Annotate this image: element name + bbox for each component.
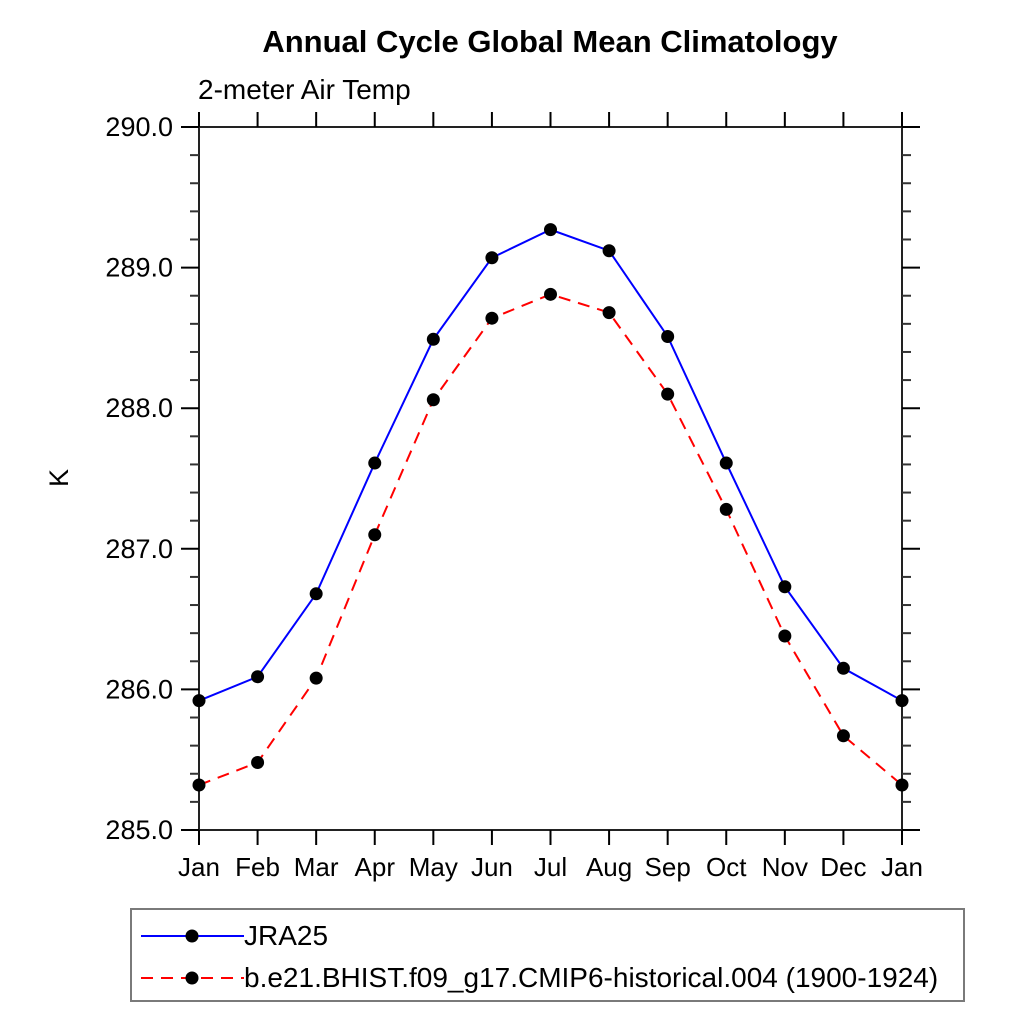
data-point (719, 502, 733, 516)
data-point (368, 528, 382, 542)
data-point (778, 580, 792, 594)
data-point (309, 587, 323, 601)
data-point (192, 694, 206, 708)
legend-line-sample-dashed (141, 971, 244, 985)
xtick-label: Sep (645, 852, 691, 882)
xtick-label: Dec (820, 852, 866, 882)
data-point (426, 393, 440, 407)
series-line-b.e21.BHIST.f09_g17.CMIP6-historical.004 (1900-1924) (198, 293, 903, 786)
xtick-label: Nov (762, 852, 808, 882)
chart-title: Annual Cycle Global Mean Climatology (262, 24, 838, 59)
axis-ticks (181, 112, 920, 845)
xtick-label: May (409, 852, 458, 882)
data-point (309, 671, 323, 685)
data-point (251, 756, 265, 770)
xtick-label: Aug (586, 852, 632, 882)
data-point (192, 778, 206, 792)
legend-line-sample-solid (141, 929, 244, 943)
data-point (426, 332, 440, 346)
data-series-markers (192, 223, 909, 792)
data-point (602, 306, 616, 320)
data-point (895, 694, 909, 708)
xtick-label: Oct (706, 852, 747, 882)
data-point (661, 329, 675, 343)
data-point (544, 287, 557, 301)
ytick-label: 290.0 (105, 112, 173, 142)
xtick-label: Jul (534, 852, 567, 882)
data-series-lines (198, 228, 903, 786)
data-point (836, 661, 850, 675)
xtick-label: Jan (881, 852, 923, 882)
data-point (368, 456, 382, 470)
xtick-label: Jun (471, 852, 513, 882)
data-point (895, 778, 909, 792)
xtick-label: Mar (294, 852, 339, 882)
data-point (485, 311, 499, 325)
xtick-label: Feb (235, 852, 280, 882)
legend-item-jra25: JRA25 (141, 915, 963, 957)
chart-subtitle: 2-meter Air Temp (198, 74, 411, 105)
ytick-label: 288.0 (105, 393, 173, 423)
data-point (602, 244, 616, 258)
ytick-label: 285.0 (105, 815, 173, 845)
data-point (544, 223, 557, 237)
data-point (719, 456, 733, 470)
data-point (836, 729, 850, 743)
legend-item-model-run: b.e21.BHIST.f09_g17.CMIP6-historical.004… (141, 957, 963, 999)
xtick-label: Jan (178, 852, 220, 882)
axis-tick-labels: 285.0 286.0 287.0 288.0 289.0 290.0 Jan Feb Mar A… (105, 112, 923, 882)
legend-label-jra25: JRA25 (244, 920, 329, 951)
legend-label-model-run: b.e21.BHIST.f09_g17.CMIP6-historical.004… (244, 962, 939, 993)
xtick-label: Apr (355, 852, 396, 882)
data-point (251, 670, 265, 684)
ytick-label: 286.0 (105, 674, 173, 704)
ytick-label: 287.0 (105, 534, 173, 564)
ytick-label: 289.0 (105, 253, 173, 283)
data-point (485, 251, 499, 265)
data-point (661, 387, 675, 401)
data-point (778, 629, 792, 643)
legend-box: JRA25 b.e21.BHIST.f09_g17.CMIP6-historic… (130, 908, 965, 1002)
y-axis-unit-label: K (44, 469, 74, 487)
